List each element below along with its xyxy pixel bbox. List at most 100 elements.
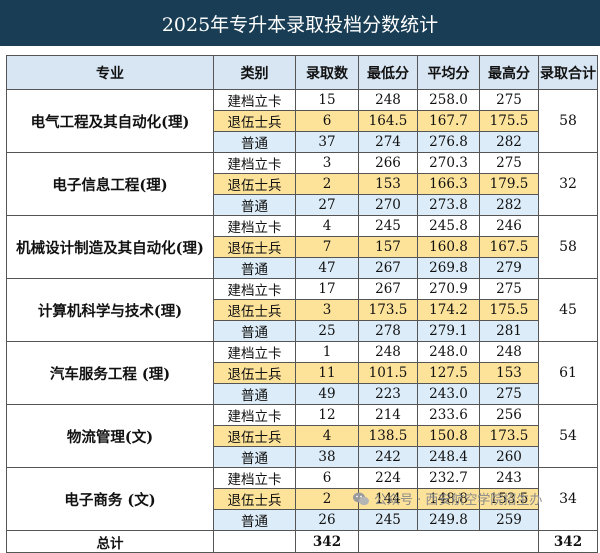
major-name: 计算机科学与技术(理) <box>6 278 214 342</box>
min-score-cell: 266 <box>358 152 418 174</box>
count-cell: 12 <box>295 404 359 426</box>
avg-score-cell: 273.8 <box>417 194 480 216</box>
min-score-cell: 223 <box>358 383 418 405</box>
total-label: 总计 <box>6 530 214 553</box>
avg-score-cell: 248.0 <box>417 341 480 363</box>
avg-score-cell: 160.8 <box>417 236 480 258</box>
table-row: 电气工程及其自动化(理) 建档立卡 15 248 258.0 275 58 <box>6 89 598 153</box>
total-sum: 342 <box>538 530 598 553</box>
count-cell: 17 <box>295 278 359 300</box>
avg-score-cell: 166.3 <box>417 173 480 195</box>
count-cell: 3 <box>295 299 359 321</box>
count-cell: 2 <box>295 173 359 195</box>
max-score-cell: 279 <box>479 257 539 279</box>
table-row: 电子商务 (文) 建档立卡 6 224 232.7 243 34 <box>6 467 598 531</box>
min-score-cell: 245 <box>358 215 418 237</box>
avg-score-cell: 276.8 <box>417 131 480 153</box>
max-score-cell: 153 <box>479 362 539 384</box>
max-score-cell: 246 <box>479 215 539 237</box>
category-cell: 普通 <box>213 194 296 216</box>
table-row: 退伍士兵 3 173.5 174.2 175.5 <box>7 299 598 321</box>
min-score-cell: 242 <box>358 446 418 468</box>
table-title: 2025年专升本录取投档分数统计 <box>0 0 600 46</box>
category-cell: 建档立卡 <box>213 467 296 489</box>
min-score-cell: 248 <box>358 341 418 363</box>
min-score-cell: 245 <box>358 509 418 531</box>
total-blank <box>358 530 539 553</box>
count-cell: 3 <box>295 152 359 174</box>
avg-score-cell: 249.8 <box>417 509 480 531</box>
max-score-cell: 153.5 <box>479 488 539 510</box>
header-max-score: 最高分 <box>479 55 539 90</box>
max-score-cell: 243 <box>479 467 539 489</box>
avg-score-cell: 243.0 <box>417 383 480 405</box>
min-score-cell: 278 <box>358 320 418 342</box>
major-total: 45 <box>538 278 598 342</box>
max-score-cell: 175.5 <box>479 299 539 321</box>
category-cell: 建档立卡 <box>213 89 296 111</box>
min-score-cell: 164.5 <box>358 110 418 132</box>
total-count: 342 <box>295 530 359 553</box>
major-total: 61 <box>538 341 598 405</box>
table-row: 退伍士兵 4 138.5 150.8 173.5 <box>7 425 598 447</box>
header-row: 专业 类别 录取数 最低分 平均分 最高分 录取合计 <box>6 55 598 90</box>
min-score-cell: 138.5 <box>358 425 418 447</box>
admission-score-table: 专业 类别 录取数 最低分 平均分 最高分 录取合计 电气工程及其自动化(理) 建… <box>6 55 598 553</box>
max-score-cell: 281 <box>479 320 539 342</box>
max-score-cell: 248 <box>479 341 539 363</box>
max-score-cell: 275 <box>479 152 539 174</box>
avg-score-cell: 232.7 <box>417 467 480 489</box>
max-score-cell: 175.5 <box>479 110 539 132</box>
count-cell: 37 <box>295 131 359 153</box>
table-row: 普通 47 267 269.8 279 <box>7 257 598 279</box>
min-score-cell: 267 <box>358 278 418 300</box>
count-cell: 2 <box>295 488 359 510</box>
table-row: 电子信息工程(理) 建档立卡 3 266 270.3 275 32 <box>6 152 598 216</box>
avg-score-cell: 127.5 <box>417 362 480 384</box>
major-name: 电气工程及其自动化(理) <box>6 89 214 153</box>
avg-score-cell: 269.8 <box>417 257 480 279</box>
max-score-cell: 179.5 <box>479 173 539 195</box>
category-cell: 普通 <box>213 383 296 405</box>
category-cell: 建档立卡 <box>213 341 296 363</box>
min-score-cell: 214 <box>358 404 418 426</box>
max-score-cell: 259 <box>479 509 539 531</box>
count-cell: 27 <box>295 194 359 216</box>
avg-score-cell: 248.4 <box>417 446 480 468</box>
table-row: 普通 37 274 276.8 282 <box>7 131 598 153</box>
count-cell: 6 <box>295 467 359 489</box>
min-score-cell: 267 <box>358 257 418 279</box>
count-cell: 25 <box>295 320 359 342</box>
category-cell: 建档立卡 <box>213 404 296 426</box>
header-major: 专业 <box>6 55 214 90</box>
max-score-cell: 282 <box>479 194 539 216</box>
min-score-cell: 248 <box>358 89 418 111</box>
total-row: 总计 342 342 <box>6 530 598 553</box>
avg-score-cell: 233.6 <box>417 404 480 426</box>
major-name: 电子商务 (文) <box>6 467 214 531</box>
count-cell: 7 <box>295 236 359 258</box>
count-cell: 1 <box>295 341 359 363</box>
avg-score-cell: 150.8 <box>417 425 480 447</box>
category-cell: 退伍士兵 <box>213 236 296 258</box>
table-row: 机械设计制造及其自动化(理) 建档立卡 4 245 245.8 246 58 <box>6 215 598 279</box>
count-cell: 26 <box>295 509 359 531</box>
max-score-cell: 256 <box>479 404 539 426</box>
count-cell: 49 <box>295 383 359 405</box>
category-cell: 普通 <box>213 131 296 153</box>
min-score-cell: 224 <box>358 467 418 489</box>
header-count: 录取数 <box>295 55 359 90</box>
major-total: 34 <box>538 467 598 531</box>
max-score-cell: 173.5 <box>479 425 539 447</box>
category-cell: 建档立卡 <box>213 152 296 174</box>
max-score-cell: 275 <box>479 278 539 300</box>
avg-score-cell: 270.9 <box>417 278 480 300</box>
count-cell: 4 <box>295 215 359 237</box>
avg-score-cell: 174.2 <box>417 299 480 321</box>
max-score-cell: 275 <box>479 89 539 111</box>
header-min-score: 最低分 <box>358 55 418 90</box>
avg-score-cell: 148.8 <box>417 488 480 510</box>
avg-score-cell: 245.8 <box>417 215 480 237</box>
category-cell: 退伍士兵 <box>213 299 296 321</box>
category-cell: 退伍士兵 <box>213 362 296 384</box>
